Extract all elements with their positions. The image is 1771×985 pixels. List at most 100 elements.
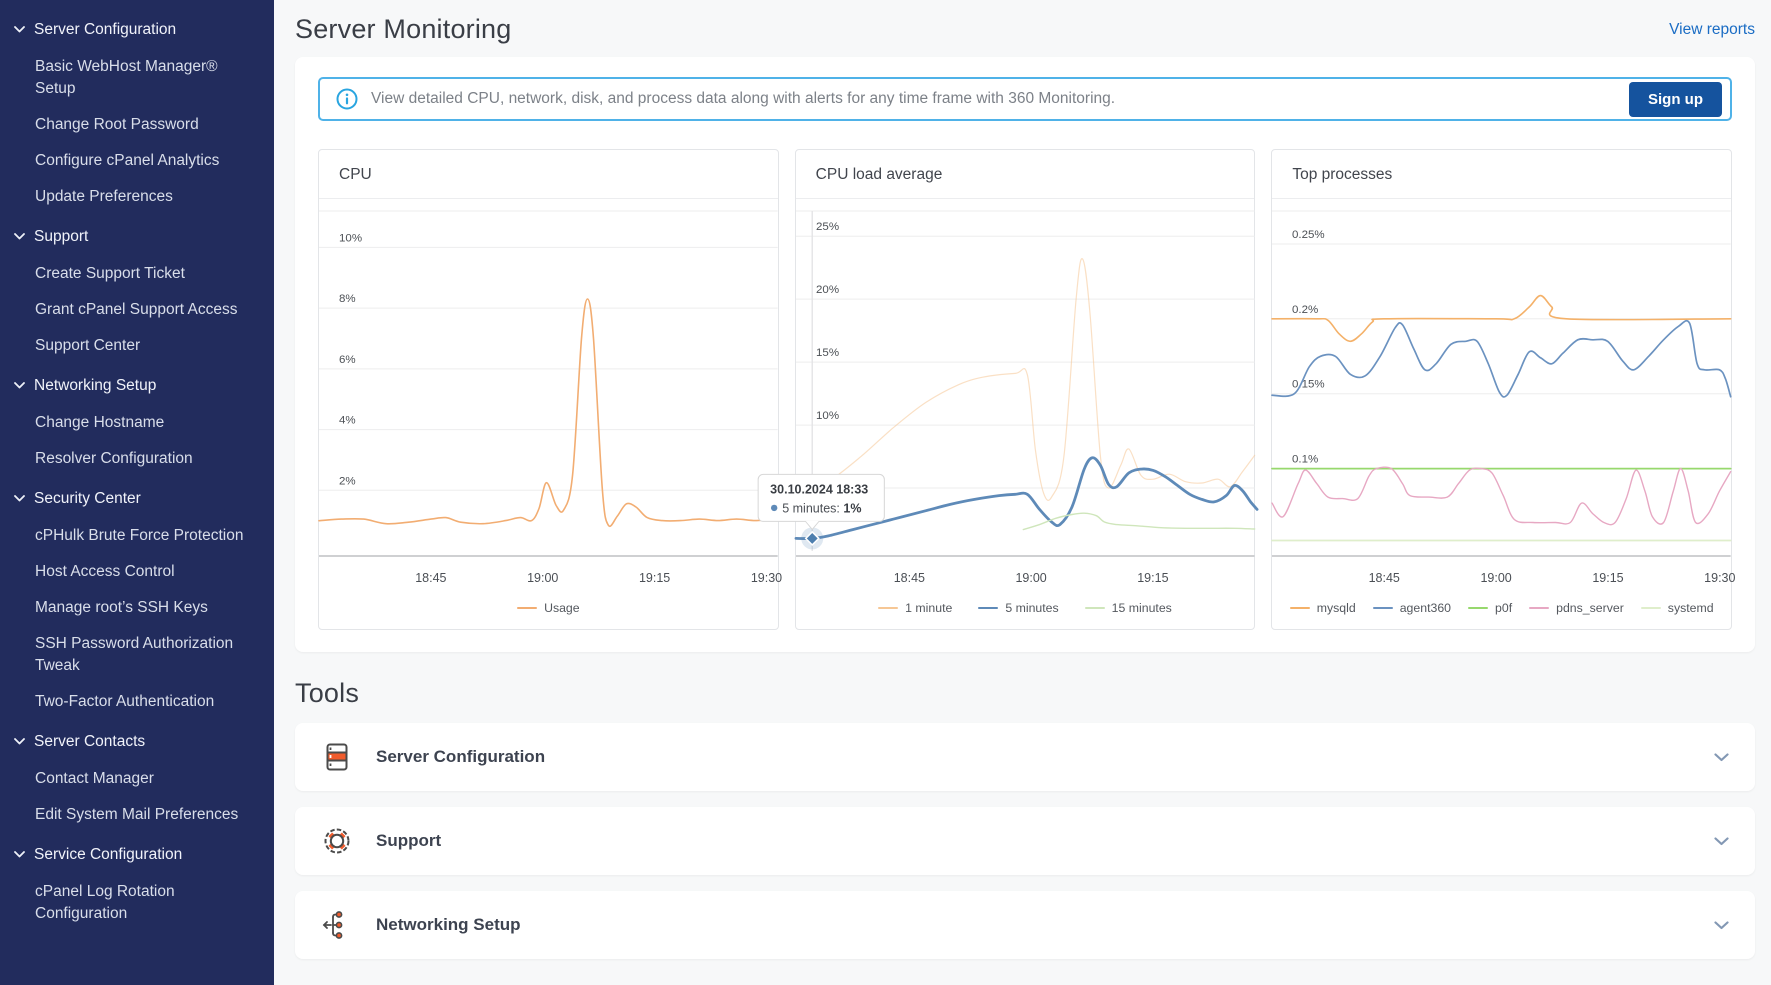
legend-label: pdns_server bbox=[1556, 601, 1624, 615]
sidebar-item-change-root-password[interactable]: Change Root Password bbox=[35, 116, 199, 133]
x-tick-label: 19:30 bbox=[750, 571, 783, 585]
chart-legend: Usage bbox=[319, 591, 778, 629]
view-reports-link[interactable]: View reports bbox=[1669, 20, 1755, 38]
x-axis-labels: 18:45 19:00 19:15 bbox=[796, 567, 1255, 591]
top-processes-chart-card: Top processes 0.1% 0.15% 0.2% 0.25% 18:45 19… bbox=[1271, 149, 1736, 630]
sidebar-section-server-configuration[interactable]: Server Configuration bbox=[0, 10, 274, 49]
x-tick-label: 18:45 bbox=[415, 571, 447, 585]
legend-item-systemd[interactable]: systemd bbox=[1640, 601, 1714, 615]
tools-row-networking-setup[interactable]: Networking Setup bbox=[295, 891, 1755, 959]
sidebar-item-configure-cpanel-analytics[interactable]: Configure cPanel Analytics bbox=[35, 152, 220, 169]
x-tick-label: 19:00 bbox=[1015, 571, 1047, 585]
legend-label: 15 minutes bbox=[1111, 601, 1172, 615]
x-tick-label: 18:45 bbox=[893, 571, 925, 585]
svg-text:25%: 25% bbox=[816, 221, 839, 233]
chevron-down-icon bbox=[14, 382, 25, 389]
server-configuration-icon bbox=[319, 740, 355, 774]
legend-label: mysqld bbox=[1316, 601, 1356, 615]
sidebar-nav: Server Configuration Basic WebHost Manage… bbox=[0, 10, 274, 932]
chart-title: CPU bbox=[319, 150, 778, 199]
legend-item-usage[interactable]: Usage bbox=[517, 601, 580, 615]
sidebar-section-label: Service Configuration bbox=[34, 846, 183, 863]
support-lifering-icon bbox=[319, 824, 355, 858]
top-processes-chart-plot[interactable]: 0.1% 0.15% 0.2% 0.25% bbox=[1271, 199, 1732, 567]
legend-label: 1 minute bbox=[905, 601, 953, 615]
legend-item-15-minutes[interactable]: 15 minutes bbox=[1084, 601, 1172, 615]
legend-swatch bbox=[1289, 607, 1310, 609]
legend-swatch bbox=[1468, 607, 1489, 609]
sign-up-button[interactable]: Sign up bbox=[1629, 81, 1722, 117]
page-header: Server Monitoring View reports bbox=[295, 14, 1755, 45]
sidebar-section-networking-setup[interactable]: Networking Setup bbox=[0, 366, 274, 405]
sidebar-section-server-contacts[interactable]: Server Contacts bbox=[0, 722, 274, 761]
svg-text:10%: 10% bbox=[339, 232, 362, 244]
sidebar-item-contact-manager[interactable]: Contact Manager bbox=[35, 770, 154, 787]
sidebar-section-label: Support bbox=[34, 228, 89, 245]
360-monitoring-banner: View detailed CPU, network, disk, and pr… bbox=[318, 77, 1732, 121]
sidebar-item-resolver-configuration[interactable]: Resolver Configuration bbox=[35, 450, 193, 467]
legend-label: 5 minutes bbox=[1005, 601, 1059, 615]
cpu-load-average-chart-plot[interactable]: 5%10%15%20%25%30.10.2024 18:335 minutes:… bbox=[757, 199, 1259, 567]
legend-swatch bbox=[1640, 607, 1661, 609]
svg-text:10%: 10% bbox=[816, 410, 839, 422]
x-tick-label: 19:30 bbox=[1704, 571, 1736, 585]
legend-item-agent360[interactable]: agent360 bbox=[1372, 601, 1452, 615]
sidebar-item-cpanel-log-rotation-configuration[interactable]: cPanel Log Rotation Configuration bbox=[35, 883, 175, 922]
sidebar-item-create-support-ticket[interactable]: Create Support Ticket bbox=[35, 265, 185, 282]
tools-row-label: Support bbox=[376, 831, 442, 850]
sidebar-item-grant-cpanel-support-access[interactable]: Grant cPanel Support Access bbox=[35, 301, 238, 318]
chevron-down-icon bbox=[14, 495, 25, 502]
sidebar-item-edit-system-mail-preferences[interactable]: Edit System Mail Preferences bbox=[35, 806, 239, 823]
chart-legend: mysqld agent360 p0f pdns_server systemd bbox=[1272, 591, 1731, 629]
x-tick-label: 19:00 bbox=[1480, 571, 1512, 585]
sidebar-item-manage-root-s-ssh-keys[interactable]: Manage root’s SSH Keys bbox=[35, 599, 208, 616]
sidebar-item-ssh-password-authorization-tweak[interactable]: SSH Password Authorization Tweak bbox=[35, 635, 234, 674]
sidebar-section-label: Server Configuration bbox=[34, 21, 177, 38]
svg-text:0.15%: 0.15% bbox=[1292, 379, 1325, 391]
legend-item-1-minute[interactable]: 1 minute bbox=[878, 601, 952, 615]
chart-title: Top processes bbox=[1272, 150, 1732, 199]
sidebar-section-label: Networking Setup bbox=[34, 377, 157, 394]
legend-item-5-minutes[interactable]: 5 minutes bbox=[978, 601, 1059, 615]
marker-diamond bbox=[804, 530, 820, 546]
chevron-down-icon bbox=[1714, 836, 1729, 846]
x-axis-labels: 18:45 19:00 19:15 19:30 bbox=[1272, 567, 1736, 591]
chevron-down-icon bbox=[1714, 920, 1729, 930]
sidebar-section-service-configuration[interactable]: Service Configuration bbox=[0, 835, 274, 874]
cpu-chart-plot[interactable]: 2% 4% 6% 8% 10% bbox=[318, 199, 778, 567]
sidebar-item-cphulk-brute-force-protection[interactable]: cPHulk Brute Force Protection bbox=[35, 527, 244, 544]
info-icon bbox=[336, 88, 358, 110]
cpu-load-average-chart-card: CPU load average 5%10%15%20%25%30.10.202… bbox=[757, 149, 1259, 630]
page-title: Server Monitoring bbox=[295, 14, 512, 44]
x-tick-label: 18:45 bbox=[1368, 571, 1400, 585]
sidebar-item-update-preferences[interactable]: Update Preferences bbox=[35, 188, 173, 205]
svg-text:8%: 8% bbox=[339, 293, 356, 305]
sidebar-section-security-center[interactable]: Security Center bbox=[0, 479, 274, 518]
sidebar-section-label: Server Contacts bbox=[34, 733, 146, 750]
chevron-down-icon bbox=[14, 26, 25, 33]
x-axis-labels: 18:45 19:00 19:15 19:30 bbox=[319, 567, 782, 591]
sidebar-section-support[interactable]: Support bbox=[0, 217, 274, 256]
legend-label: agent360 bbox=[1399, 601, 1452, 615]
chevron-down-icon bbox=[14, 233, 25, 240]
chart-tooltip: 30.10.2024 18:33 5 minutes: 1% bbox=[757, 473, 885, 531]
sidebar-item-support-center[interactable]: Support Center bbox=[35, 337, 141, 354]
sidebar-item-two-factor-authentication[interactable]: Two-Factor Authentication bbox=[35, 693, 215, 710]
sidebar-item-basic-webhost-manager-setup[interactable]: Basic WebHost Manager® Setup bbox=[35, 58, 218, 97]
svg-text:2%: 2% bbox=[339, 475, 356, 487]
svg-text:0.25%: 0.25% bbox=[1292, 229, 1325, 241]
sidebar-item-change-hostname[interactable]: Change Hostname bbox=[35, 414, 165, 431]
legend-label: Usage bbox=[544, 601, 580, 615]
legend-swatch bbox=[1372, 607, 1393, 609]
legend-item-pdns-server[interactable]: pdns_server bbox=[1529, 601, 1624, 615]
sidebar-item-host-access-control[interactable]: Host Access Control bbox=[35, 563, 175, 580]
sidebar-section-label: Security Center bbox=[34, 490, 141, 507]
tools-row-support[interactable]: Support bbox=[295, 807, 1755, 875]
tools-row-server-configuration[interactable]: Server Configuration bbox=[295, 723, 1755, 791]
svg-text:15%: 15% bbox=[816, 347, 839, 359]
chart-legend: 1 minute 5 minutes 15 minutes bbox=[796, 591, 1255, 629]
legend-item-p0f[interactable]: p0f bbox=[1468, 601, 1512, 615]
legend-item-mysqld[interactable]: mysqld bbox=[1289, 601, 1356, 615]
chevron-down-icon bbox=[14, 851, 25, 858]
charts-row: CPU 2% 4% 6% 8% 10% 18:45 19:00 19:15 19:30 Usa… bbox=[318, 149, 1736, 630]
